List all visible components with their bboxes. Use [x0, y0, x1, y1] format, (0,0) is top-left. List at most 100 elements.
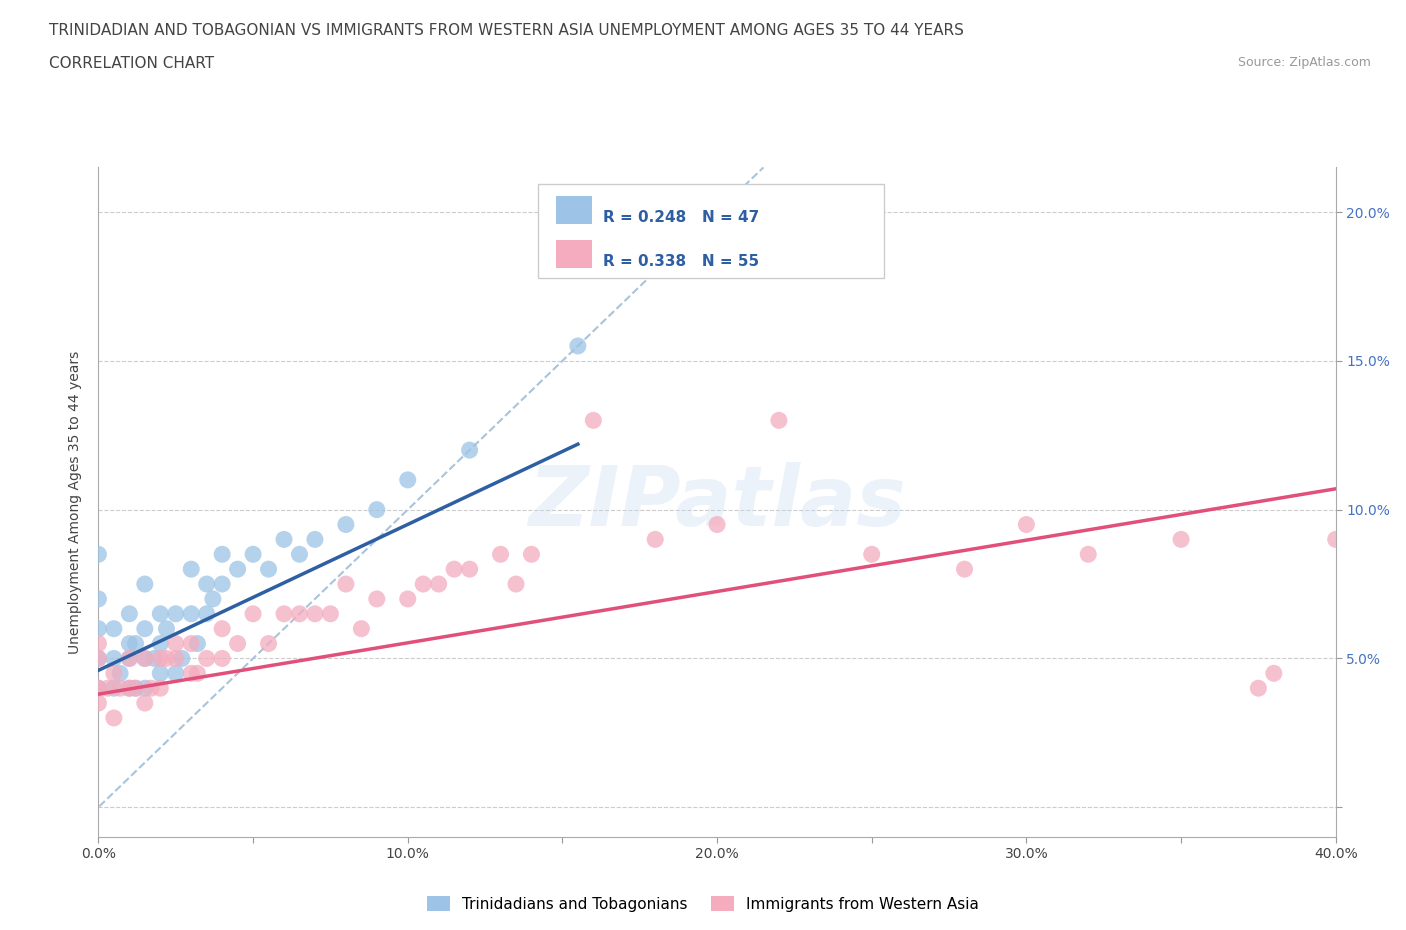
Point: [366, 502, 388, 517]
Point: [211, 577, 233, 591]
Point: [1324, 532, 1347, 547]
Text: TRINIDADIAN AND TOBAGONIAN VS IMMIGRANTS FROM WESTERN ASIA UNEMPLOYMENT AMONG AG: TRINIDADIAN AND TOBAGONIAN VS IMMIGRANTS…: [49, 23, 965, 38]
Text: ZIPatlas: ZIPatlas: [529, 461, 905, 543]
Point: [768, 413, 790, 428]
Point: [118, 651, 141, 666]
Point: [304, 532, 326, 547]
Point: [155, 621, 177, 636]
Point: [103, 681, 125, 696]
Point: [257, 562, 280, 577]
Point: [149, 666, 172, 681]
Point: [103, 621, 125, 636]
Point: [443, 562, 465, 577]
Point: [118, 636, 141, 651]
Point: [165, 666, 187, 681]
Point: [180, 666, 202, 681]
Point: [1263, 666, 1285, 681]
Point: [149, 651, 172, 666]
Point: [165, 651, 187, 666]
Point: [124, 636, 146, 651]
Point: [134, 577, 156, 591]
Point: [195, 577, 218, 591]
Point: [103, 651, 125, 666]
Point: [139, 681, 162, 696]
Point: [644, 532, 666, 547]
Point: [458, 562, 481, 577]
Point: [304, 606, 326, 621]
Point: [195, 651, 218, 666]
Point: [103, 711, 125, 725]
Point: [288, 606, 311, 621]
Point: [87, 651, 110, 666]
Point: [366, 591, 388, 606]
Point: [335, 517, 357, 532]
Point: [97, 681, 120, 696]
Point: [1077, 547, 1099, 562]
Legend: Trinidadians and Tobagonians, Immigrants from Western Asia: Trinidadians and Tobagonians, Immigrants…: [422, 889, 984, 918]
Point: [165, 606, 187, 621]
Point: [134, 696, 156, 711]
Point: [226, 562, 249, 577]
Point: [458, 443, 481, 458]
Point: [288, 547, 311, 562]
Point: [143, 651, 166, 666]
Point: [165, 636, 187, 651]
Point: [87, 681, 110, 696]
Point: [108, 681, 131, 696]
Point: [211, 651, 233, 666]
Point: [273, 606, 295, 621]
Point: [87, 681, 110, 696]
Text: CORRELATION CHART: CORRELATION CHART: [49, 56, 214, 71]
Point: [87, 591, 110, 606]
Text: Source: ZipAtlas.com: Source: ZipAtlas.com: [1237, 56, 1371, 69]
Point: [195, 606, 218, 621]
Point: [134, 651, 156, 666]
Point: [319, 606, 342, 621]
Point: [1247, 681, 1270, 696]
Point: [186, 666, 208, 681]
Point: [170, 651, 193, 666]
Point: [155, 651, 177, 666]
Text: R = 0.338   N = 55: R = 0.338 N = 55: [603, 254, 759, 270]
Point: [396, 591, 419, 606]
Point: [412, 577, 434, 591]
Point: [226, 636, 249, 651]
Point: [242, 547, 264, 562]
Point: [706, 249, 728, 264]
FancyBboxPatch shape: [557, 240, 592, 268]
Point: [149, 681, 172, 696]
Point: [1015, 517, 1038, 532]
Point: [87, 651, 110, 666]
Point: [180, 636, 202, 651]
Point: [134, 681, 156, 696]
FancyBboxPatch shape: [537, 184, 884, 278]
Point: [582, 413, 605, 428]
Point: [149, 606, 172, 621]
Point: [706, 517, 728, 532]
Point: [335, 577, 357, 591]
Point: [103, 666, 125, 681]
Point: [124, 681, 146, 696]
Point: [108, 666, 131, 681]
Point: [567, 339, 589, 353]
Point: [201, 591, 224, 606]
Point: [124, 681, 146, 696]
Point: [87, 636, 110, 651]
Point: [149, 636, 172, 651]
Point: [427, 577, 450, 591]
Point: [211, 621, 233, 636]
Y-axis label: Unemployment Among Ages 35 to 44 years: Unemployment Among Ages 35 to 44 years: [69, 351, 83, 654]
Point: [350, 621, 373, 636]
Point: [180, 606, 202, 621]
Point: [134, 621, 156, 636]
Point: [396, 472, 419, 487]
Point: [118, 681, 141, 696]
Point: [118, 651, 141, 666]
Point: [118, 606, 141, 621]
FancyBboxPatch shape: [557, 196, 592, 224]
Point: [273, 532, 295, 547]
Point: [118, 681, 141, 696]
Point: [505, 577, 527, 591]
Point: [860, 547, 883, 562]
Point: [242, 606, 264, 621]
